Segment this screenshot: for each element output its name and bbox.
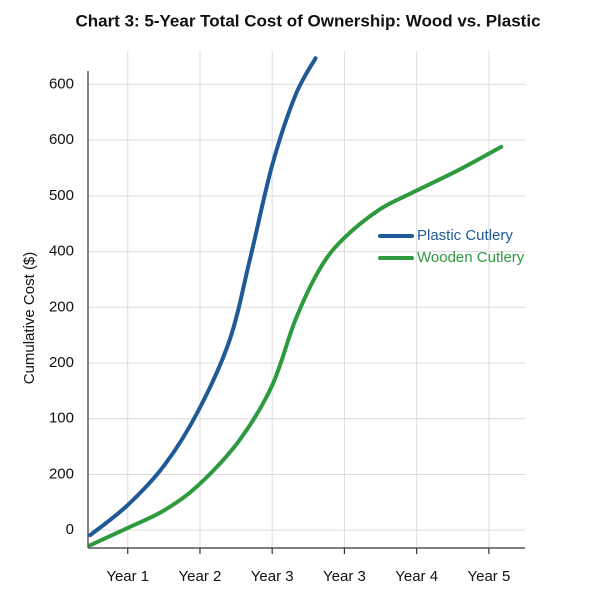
legend-label: Wooden Cutlery — [417, 249, 525, 266]
y-tick-label: 200 — [49, 465, 74, 482]
y-tick-label: 200 — [49, 298, 74, 315]
y-tick-label: 600 — [49, 131, 74, 148]
y-axis-label: Cumulative Cost ($) — [21, 252, 38, 385]
x-tick-label: Year 3 — [323, 568, 366, 585]
y-tick-label: 500 — [49, 187, 74, 204]
line — [88, 144, 504, 548]
x-tick-label: Year 2 — [179, 568, 222, 585]
legend-label: Plastic Cutlery — [417, 227, 513, 244]
x-tick-label: Year 3 — [251, 568, 294, 585]
chart-title: Chart 3: 5-Year Total Cost of Ownership:… — [75, 11, 540, 30]
y-tick-label: 600 — [49, 75, 74, 92]
line — [88, 56, 318, 538]
x-tick-label: Year 4 — [395, 568, 438, 585]
y-tick-label: 100 — [49, 410, 74, 427]
x-tick-label: Year 1 — [106, 568, 149, 585]
y-tick-label: 0 — [66, 521, 74, 538]
y-tick-label: 200 — [49, 354, 74, 371]
y-tick-label: 400 — [49, 243, 74, 260]
x-tick-label: Year 5 — [467, 568, 510, 585]
